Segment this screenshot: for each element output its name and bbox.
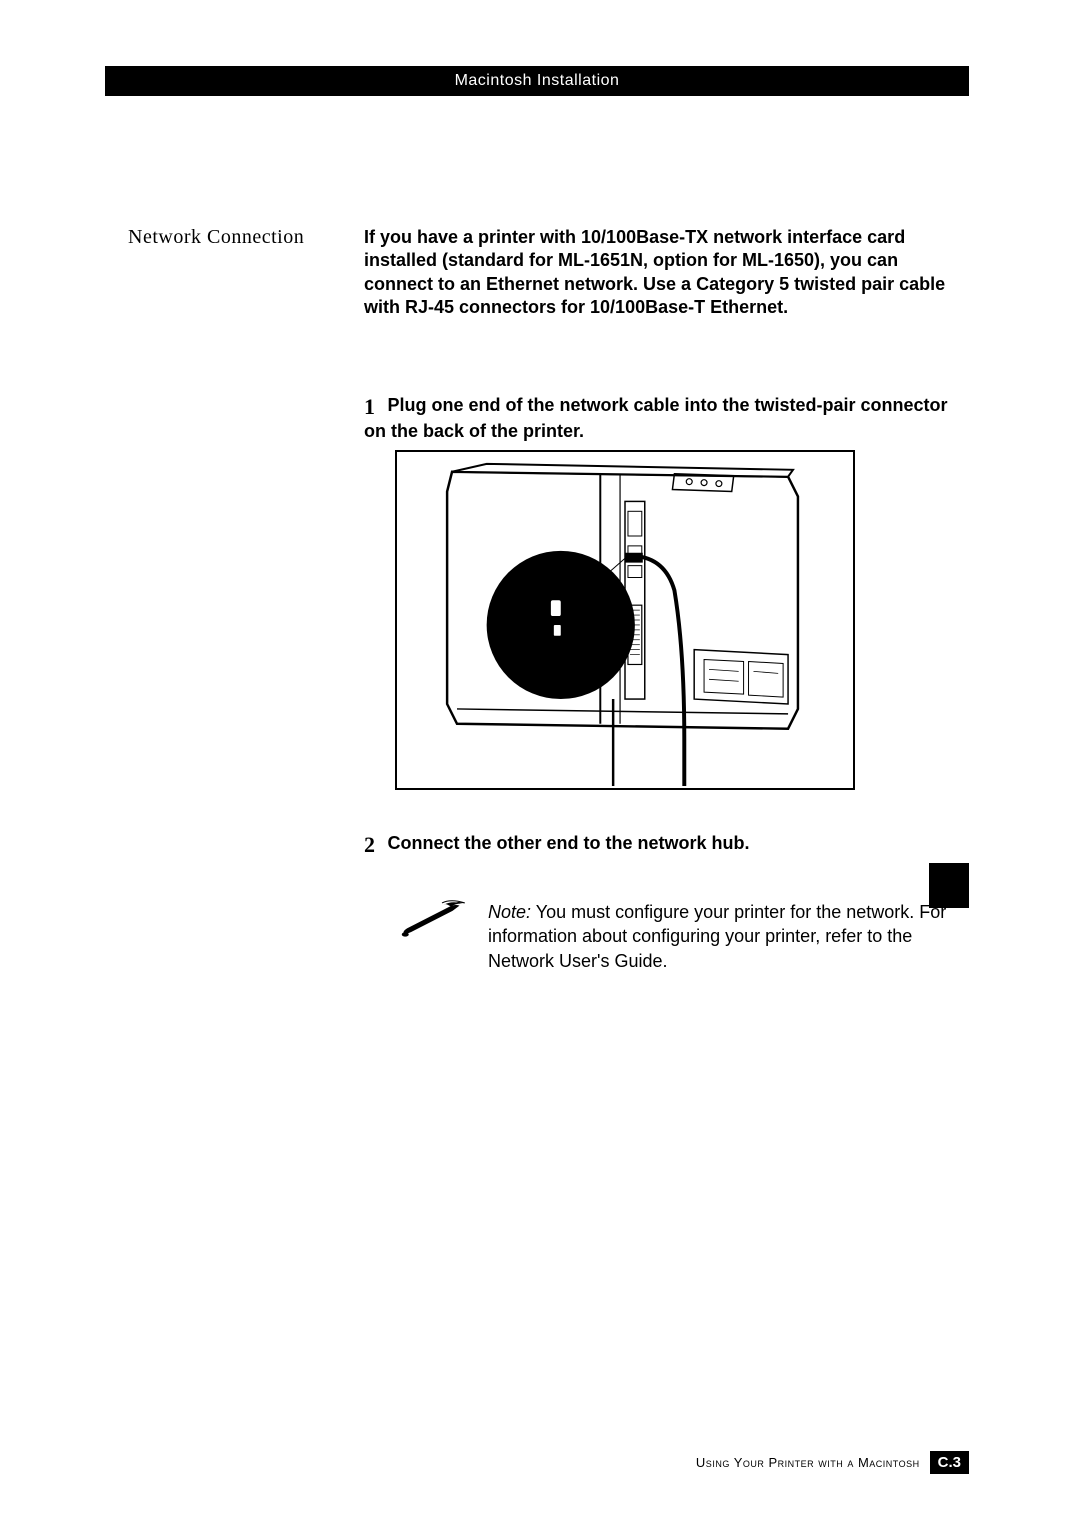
printer-illustration: [397, 452, 853, 788]
note-text: Note: You must configure your printer fo…: [488, 900, 960, 973]
step-1-number: 1: [364, 394, 375, 420]
footer-page-badge: C.3: [930, 1451, 969, 1474]
note-label: Note:: [488, 902, 531, 922]
chapter-header-title: Macintosh Installation: [455, 72, 620, 90]
note-block: Note: You must configure your printer fo…: [400, 900, 960, 973]
note-body: You must configure your printer for the …: [488, 902, 946, 971]
footer-text: Using Your Printer with a Macintosh: [696, 1455, 920, 1470]
intro-paragraph: If you have a printer with 10/100Base-TX…: [364, 226, 954, 320]
step-2: 2 Connect the other end to the network h…: [364, 832, 954, 858]
step-1: 1 Plug one end of the network cable into…: [364, 394, 954, 444]
printer-figure: [395, 450, 855, 790]
step-1-text: Plug one end of the network cable into t…: [364, 395, 948, 441]
step-2-number: 2: [364, 832, 375, 858]
step-2-text: Connect the other end to the network hub…: [387, 833, 749, 853]
chapter-header-bar: Macintosh Installation: [105, 66, 969, 96]
section-side-heading: Network Connection: [128, 226, 304, 249]
note-pen-icon: [400, 900, 470, 940]
page-footer: Using Your Printer with a Macintosh C.3: [696, 1451, 969, 1474]
side-black-tab: [929, 863, 969, 908]
